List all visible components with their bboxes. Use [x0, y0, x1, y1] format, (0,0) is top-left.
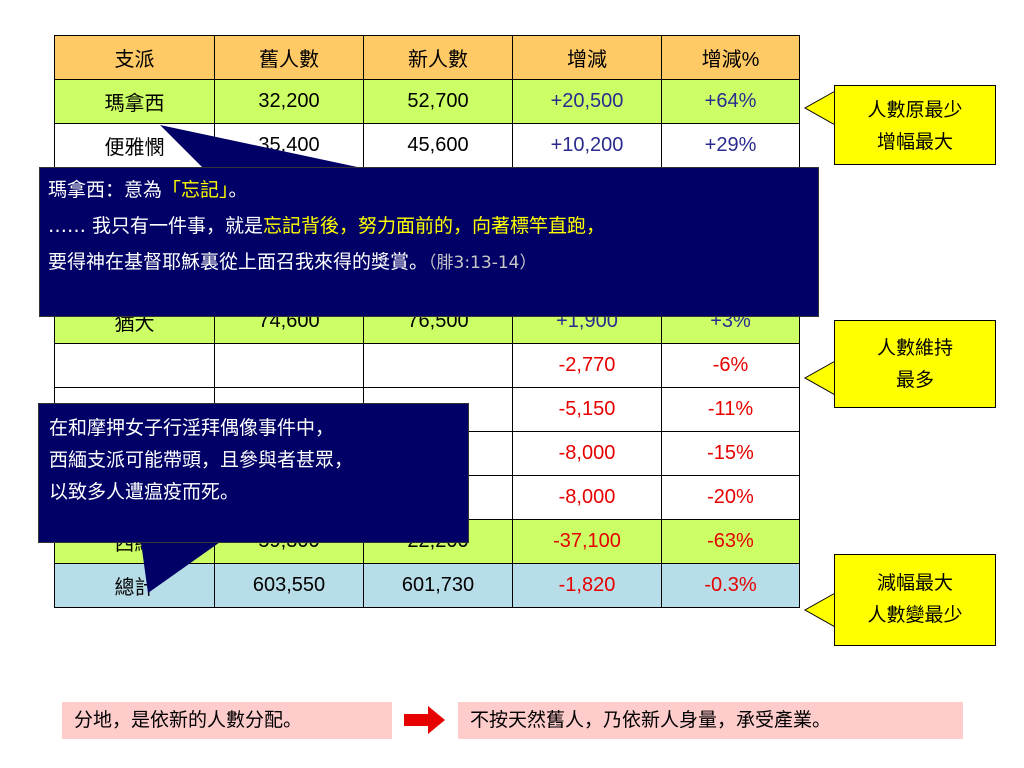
cell-old-count: [214, 343, 364, 388]
cell-change: -2,770: [512, 343, 662, 388]
cell-new-count: [363, 343, 513, 388]
cell-new-count: 45,600: [363, 123, 513, 168]
simeon-line-3: 以致多人遭瘟疫而死。: [49, 481, 240, 503]
cell-change: +10,200: [512, 123, 662, 168]
cell-change: -1,820: [512, 563, 662, 608]
cell-change: +20,500: [512, 79, 662, 124]
cell-change: -8,000: [512, 431, 662, 476]
header-change-pct: 增減%: [661, 35, 800, 80]
callout-top-line-1: 人數原最少: [867, 99, 963, 121]
header-old-count: 舊人數: [214, 35, 364, 80]
manasseh-meaning-box: 瑪拿西：意為「忘記」。 …… 我只有一件事，就是忘記背後，努力面前的，向著標竿直…: [39, 167, 819, 317]
cell-new-count: 52,700: [363, 79, 513, 124]
manasseh-period: 。: [228, 179, 248, 201]
cell-change-pct: +29%: [661, 123, 800, 168]
callout-bottom-line-1: 減幅最大: [876, 572, 953, 594]
header-new-count: 新人數: [363, 35, 513, 80]
simeon-pointer: [140, 535, 230, 593]
table-header-row: 支派 舊人數 新人數 增減 增減%: [54, 35, 800, 80]
table-row: 便雅憫 35,400 45,600 +10,200 +29%: [54, 123, 800, 168]
cell-old-count: 32,200: [214, 79, 364, 124]
footer-note-right: 不按天然舊人，乃依新人身量，承受產業。: [458, 702, 963, 739]
manasseh-line-2: …… 我只有一件事，就是忘記背後，努力面前的，向著標竿直跑，: [48, 208, 818, 244]
cell-tribe: 便雅憫: [54, 123, 215, 168]
total-row: 總計 603,550 601,730 -1,820 -0.3%: [54, 563, 800, 608]
simeon-line-2: 西緬支派可能帶頭，且參與者甚眾，: [49, 449, 354, 471]
cell-change-pct: -11%: [661, 387, 800, 432]
simeon-line-1: 在和摩押女子行淫拜偶像事件中，: [49, 417, 335, 439]
cell-tribe: [54, 343, 215, 388]
cell-tribe: 總計: [54, 563, 215, 608]
callout-top-line-2: 增幅最大: [876, 131, 953, 153]
callout-bottom: 減幅最大 人數變最少: [834, 554, 996, 646]
table-row: 瑪拿西 32,200 52,700 +20,500 +64%: [54, 79, 800, 124]
cell-change: -5,150: [512, 387, 662, 432]
cell-change: -37,100: [512, 519, 662, 564]
manasseh-line-3: 要得神在基督耶穌裏從上面召我來得的獎賞。（腓3:13-14）: [48, 244, 818, 281]
cell-change-pct: +64%: [661, 79, 800, 124]
right-arrow-icon: [404, 706, 445, 734]
callout-top: 人數原最少 增幅最大: [834, 85, 996, 165]
manasseh-pointer: [160, 125, 395, 175]
manasseh-line-1: 瑪拿西：意為「忘記」。: [48, 172, 818, 208]
callout-middle-line-2: 最多: [895, 369, 934, 391]
cell-new-count: 601,730: [363, 563, 513, 608]
simeon-note-box: 在和摩押女子行淫拜偶像事件中， 西緬支派可能帶頭，且參與者甚眾， 以致多人遭瘟疫…: [38, 403, 469, 543]
header-change: 增減: [512, 35, 662, 80]
cell-change: -8,000: [512, 475, 662, 520]
table-row: -2,770 -6%: [54, 343, 800, 388]
cell-tribe: 瑪拿西: [54, 79, 215, 124]
cell-old-count: 603,550: [214, 563, 364, 608]
cell-change-pct: -6%: [661, 343, 800, 388]
cell-change-pct: -63%: [661, 519, 800, 564]
verse-part-2: 要得神在基督耶穌裏從上面召我來得的獎賞。: [48, 251, 429, 273]
verse-highlight: 忘記背後，努力面前的，向著標竿直跑，: [263, 215, 606, 237]
cell-change-pct: -15%: [661, 431, 800, 476]
header-tribe: 支派: [54, 35, 215, 80]
verse-part-1: …… 我只有一件事，就是: [48, 215, 264, 237]
cell-change-pct: -0.3%: [661, 563, 800, 608]
callout-middle: 人數維持 最多: [834, 320, 996, 408]
cell-change-pct: -20%: [661, 475, 800, 520]
manasseh-meaning: 「忘記」: [162, 179, 229, 201]
footer-note-left: 分地，是依新的人數分配。: [62, 702, 392, 739]
callout-bottom-line-2: 人數變最少: [867, 604, 963, 626]
manasseh-label: 瑪拿西：意為: [48, 179, 163, 201]
callout-middle-line-1: 人數維持: [876, 337, 953, 359]
verse-reference: （腓3:13-14）: [428, 253, 537, 273]
